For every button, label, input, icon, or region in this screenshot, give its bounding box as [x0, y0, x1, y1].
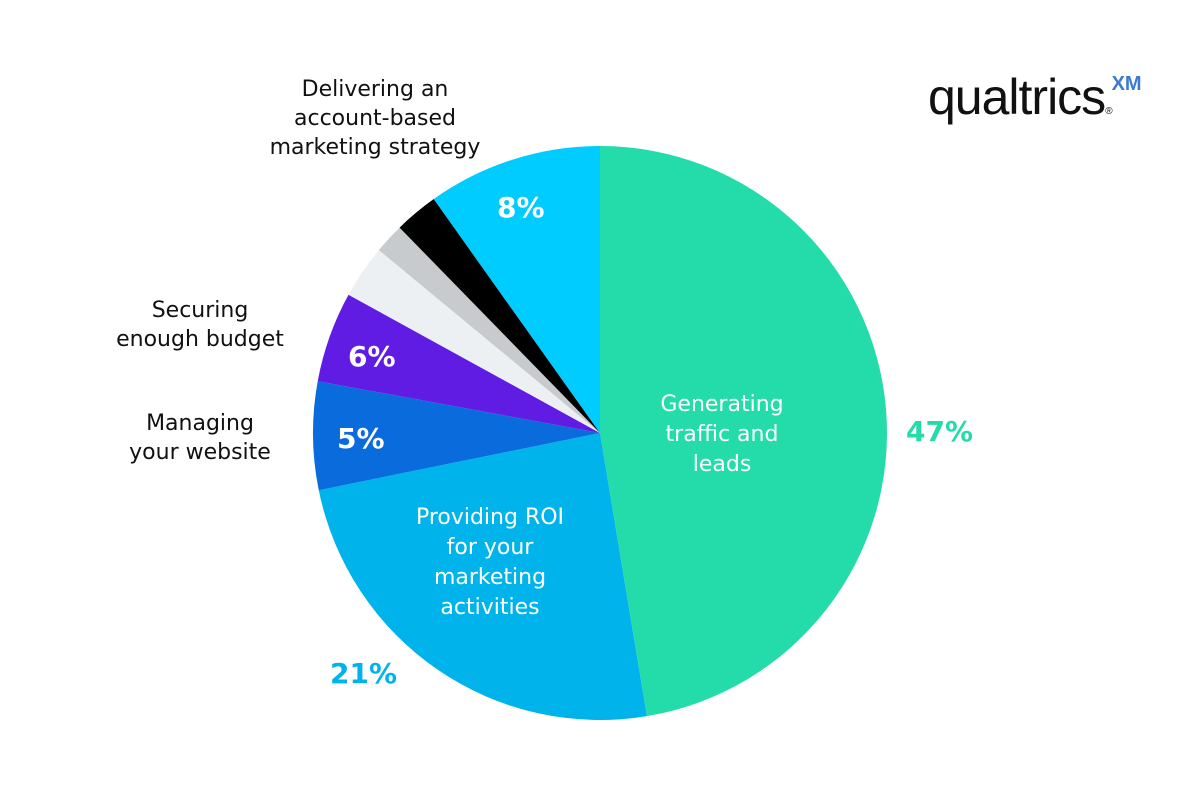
label-securing: Securing enough budget	[116, 298, 284, 352]
pie-slice	[378, 227, 600, 433]
registered-mark: ®	[1105, 106, 1112, 117]
pct-6: 6%	[348, 340, 396, 373]
pct-21: 21%	[330, 657, 398, 690]
label-delivering: Delivering an account-based marketing st…	[269, 77, 481, 160]
pie-slice	[313, 381, 600, 491]
pct-5: 5%	[337, 422, 385, 455]
pct-47: 47%	[906, 415, 974, 448]
label-generating: Generating traffic and leads	[660, 392, 784, 477]
pie-slice	[348, 250, 600, 433]
pie-slice	[317, 294, 600, 433]
pie-slice	[318, 433, 647, 721]
pie-slice	[399, 199, 600, 433]
label-providing: Providing ROI for your marketing activit…	[415, 505, 565, 620]
pie-slice	[600, 146, 888, 717]
logo-text: qualtrics	[928, 69, 1106, 125]
label-managing: Managing your website	[129, 411, 271, 465]
logo-xm: XM	[1111, 73, 1142, 96]
qualtrics-logo: qualtrics® XM	[928, 68, 1142, 126]
pie-slice	[433, 146, 600, 433]
pct-8: 8%	[497, 191, 545, 224]
